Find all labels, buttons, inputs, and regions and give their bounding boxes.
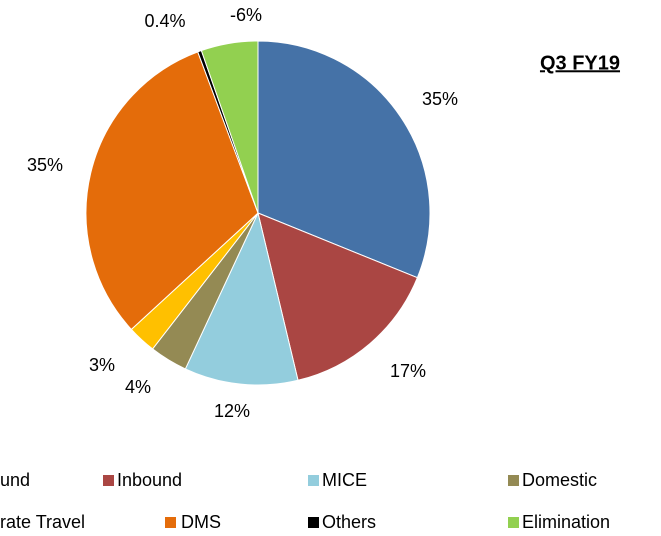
legend-label: Others: [322, 512, 376, 532]
data-label: 12%: [214, 401, 250, 421]
legend-label: MICE: [322, 470, 367, 490]
legend-swatch: [508, 517, 519, 528]
data-label: 3%: [89, 355, 115, 375]
legend-swatch: [165, 517, 176, 528]
pie-slice: [184, 211, 299, 386]
data-label: -6%: [230, 5, 262, 25]
chart-title: Q3 FY19: [540, 52, 620, 74]
pie-slice: [257, 212, 419, 381]
legend-swatch: [103, 475, 114, 486]
data-label: 4%: [125, 377, 151, 397]
pie-slice: [257, 40, 431, 279]
legend-label: Inbound: [117, 470, 182, 490]
pie-slice: [200, 40, 259, 214]
legend-label: rate Travel: [0, 512, 85, 532]
data-label: 17%: [390, 361, 426, 381]
legend-label: Domestic: [522, 470, 597, 490]
data-label: 35%: [422, 89, 458, 109]
legend-swatch: [308, 475, 319, 486]
pie-slice: [85, 51, 259, 331]
legend-swatch: [508, 475, 519, 486]
data-label: 35%: [27, 155, 63, 175]
legend-label: DMS: [181, 512, 221, 532]
legend-swatch: [308, 517, 319, 528]
legend-label: Elimination: [522, 512, 610, 532]
data-label: 0.4%: [144, 11, 185, 31]
legend-label: und: [0, 470, 30, 490]
